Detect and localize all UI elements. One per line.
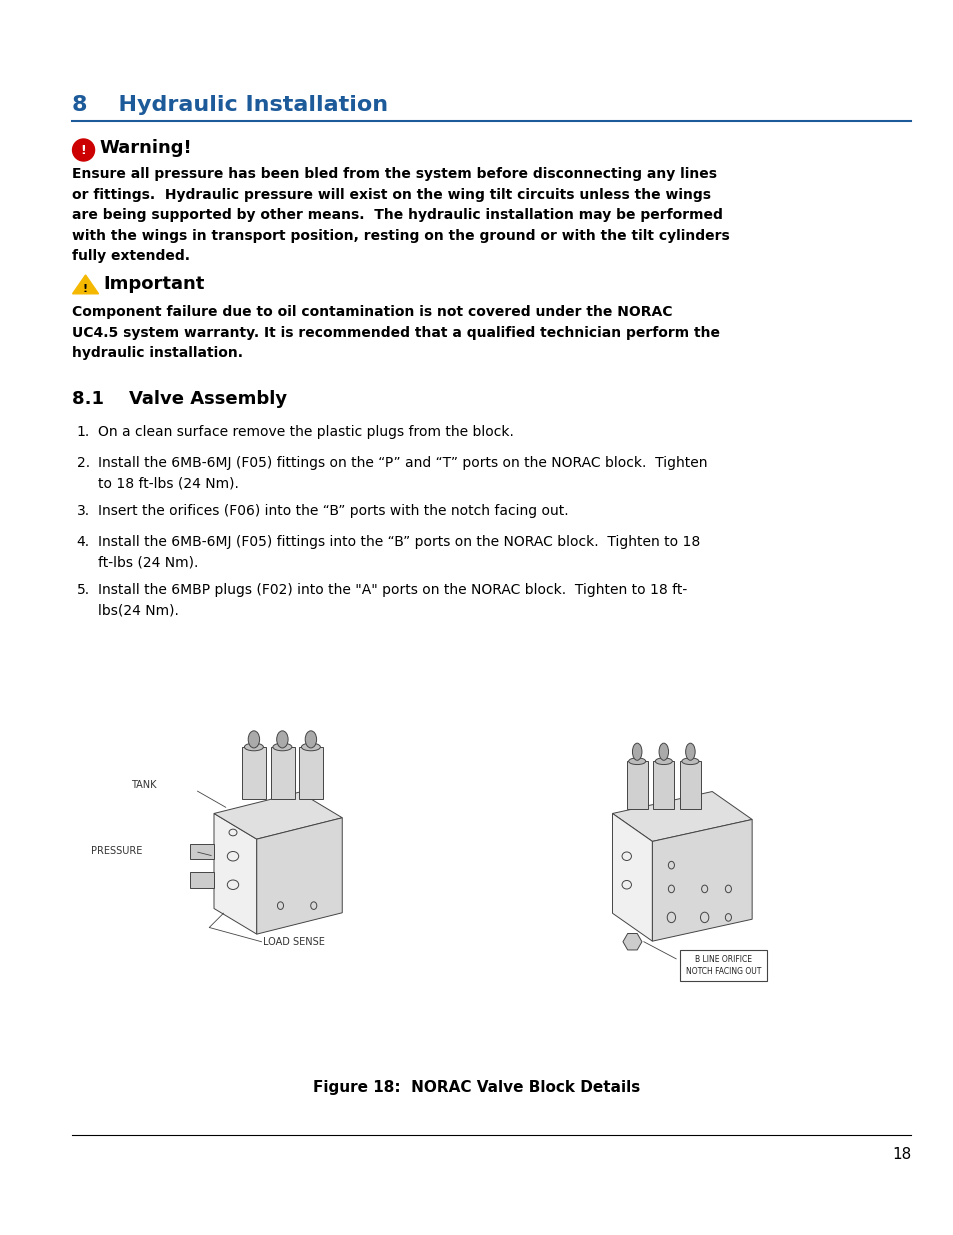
Polygon shape [612, 792, 751, 841]
Text: Install the 6MBP plugs (F02) into the "A" ports on the NORAC block.  Tighten to : Install the 6MBP plugs (F02) into the "A… [97, 583, 686, 618]
Circle shape [72, 140, 94, 161]
Text: !: ! [81, 144, 87, 158]
Text: 1.: 1. [76, 425, 90, 438]
Polygon shape [652, 820, 751, 941]
Polygon shape [622, 934, 641, 950]
Text: LOAD SENSE: LOAD SENSE [263, 936, 325, 947]
Text: 2.: 2. [76, 456, 90, 471]
Text: Component failure due to oil contamination is not covered under the NORAC
UC4.5 : Component failure due to oil contaminati… [71, 305, 719, 361]
Text: !: ! [83, 284, 88, 294]
Text: 4.: 4. [76, 535, 90, 550]
Text: Install the 6MB-6MJ (F05) fittings on the “P” and “T” ports on the NORAC block. : Install the 6MB-6MJ (F05) fittings on th… [97, 456, 706, 490]
FancyBboxPatch shape [626, 761, 647, 809]
Text: 8    Hydraulic Installation: 8 Hydraulic Installation [71, 95, 387, 115]
Ellipse shape [276, 731, 288, 748]
Ellipse shape [681, 758, 699, 764]
Text: TANK: TANK [132, 781, 157, 790]
Polygon shape [612, 814, 652, 941]
Text: 18: 18 [891, 1147, 910, 1162]
FancyBboxPatch shape [299, 747, 323, 799]
Ellipse shape [244, 743, 263, 751]
Text: B LINE ORIFICE
NOTCH FACING OUT: B LINE ORIFICE NOTCH FACING OUT [685, 955, 760, 976]
Ellipse shape [632, 743, 641, 761]
FancyBboxPatch shape [190, 844, 213, 860]
Polygon shape [72, 275, 98, 294]
Text: PRESSURE: PRESSURE [91, 846, 143, 857]
Text: Install the 6MB-6MJ (F05) fittings into the “B” ports on the NORAC block.  Tight: Install the 6MB-6MJ (F05) fittings into … [97, 535, 700, 569]
Text: 5.: 5. [76, 583, 90, 597]
Ellipse shape [301, 743, 320, 751]
Text: Figure 18:  NORAC Valve Block Details: Figure 18: NORAC Valve Block Details [313, 1079, 640, 1095]
Polygon shape [213, 814, 256, 934]
Ellipse shape [628, 758, 645, 764]
FancyBboxPatch shape [679, 761, 700, 809]
FancyBboxPatch shape [242, 747, 266, 799]
Ellipse shape [273, 743, 292, 751]
Text: Insert the orifices (F06) into the “B” ports with the notch facing out.: Insert the orifices (F06) into the “B” p… [97, 504, 568, 517]
Text: Ensure all pressure has been bled from the system before disconnecting any lines: Ensure all pressure has been bled from t… [71, 167, 728, 263]
Ellipse shape [655, 758, 672, 764]
Polygon shape [213, 792, 342, 839]
Text: 8.1    Valve Assembly: 8.1 Valve Assembly [71, 390, 286, 408]
FancyBboxPatch shape [190, 872, 213, 888]
FancyBboxPatch shape [653, 761, 674, 809]
Text: Important: Important [104, 275, 205, 293]
Polygon shape [256, 818, 342, 934]
Ellipse shape [685, 743, 695, 761]
FancyBboxPatch shape [271, 747, 294, 799]
Ellipse shape [305, 731, 316, 748]
Ellipse shape [248, 731, 259, 748]
Text: On a clean surface remove the plastic plugs from the block.: On a clean surface remove the plastic pl… [97, 425, 513, 438]
Text: 3.: 3. [76, 504, 90, 517]
FancyBboxPatch shape [679, 950, 766, 981]
Ellipse shape [659, 743, 668, 761]
Text: Warning!: Warning! [99, 140, 192, 157]
